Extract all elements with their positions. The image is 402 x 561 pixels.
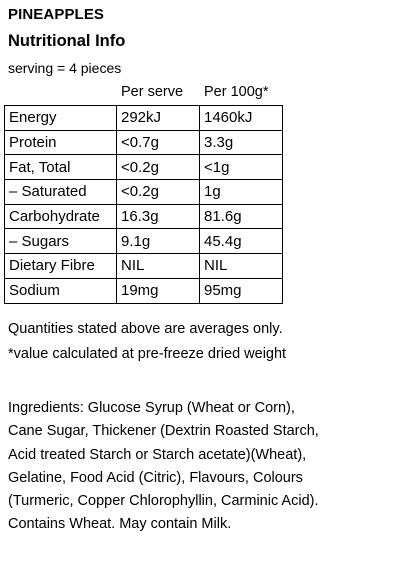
per-serve-value: 292kJ (116, 105, 200, 131)
table-row: Sodium 19mg 95mg (4, 277, 283, 304)
row-label: Sodium (4, 277, 117, 304)
serving-size: serving = 4 pieces (8, 60, 122, 76)
per-100g-value: 95mg (199, 277, 283, 304)
per-100g-value: <1g (199, 154, 283, 181)
per-serve-value: 16.3g (116, 203, 200, 230)
per-100g-value: 45.4g (199, 228, 283, 255)
per-serve-value: <0.2g (116, 154, 200, 181)
averages-note: Quantities stated above are averages onl… (8, 321, 283, 337)
per-100g-value: 3.3g (199, 129, 283, 156)
asterisk-note: *value calculated at pre-freeze dried we… (8, 346, 287, 362)
row-label: Protein (4, 129, 117, 156)
ingredients-line: Ingredients: Glucose Syrup (Wheat or Cor… (8, 400, 295, 416)
nutrition-table: Energy 292kJ 1460kJ Protein <0.7g 3.3g F… (4, 105, 283, 304)
ingredients-line: Acid treated Starch or Starch acetate)(W… (8, 446, 307, 463)
per-100g-value: 1460kJ (199, 105, 283, 131)
product-name: PINEAPPLES (8, 6, 105, 23)
row-label: Fat, Total (4, 154, 117, 181)
section-title: Nutritional Info (8, 32, 126, 50)
table-row: – Saturated <0.2g 1g (4, 179, 283, 205)
table-row: Carbohydrate 16.3g 81.6g (4, 203, 283, 230)
ingredients-line: (Turmeric, Copper Chlorophyllin, Carmini… (8, 493, 319, 510)
table-column-headers: Per serve Per 100g* (4, 84, 286, 104)
table-row: Energy 292kJ 1460kJ (4, 105, 283, 131)
ingredients-text: Ingredients: Glucose Syrup (Wheat or Cor… (8, 397, 396, 537)
column-header-per-100g: Per 100g* (204, 84, 269, 100)
row-label: Energy (4, 105, 117, 131)
row-label: – Saturated (4, 179, 117, 205)
row-label: – Sugars (4, 228, 117, 255)
row-label: Carbohydrate (4, 203, 117, 230)
column-header-per-serve: Per serve (121, 84, 184, 100)
per-serve-value: NIL (116, 253, 200, 279)
ingredients-line: Contains Wheat. May contain Milk. (8, 516, 232, 533)
row-label: Dietary Fibre (4, 253, 117, 279)
table-row: Dietary Fibre NIL NIL (4, 253, 283, 279)
per-serve-value: <0.7g (116, 129, 200, 156)
table-row: – Sugars 9.1g 45.4g (4, 228, 283, 255)
per-100g-value: 1g (199, 179, 283, 205)
per-serve-value: 19mg (116, 277, 200, 304)
per-100g-value: NIL (199, 253, 283, 279)
ingredients-line: Gelatine, Food Acid (Citric), Flavours, … (8, 469, 303, 486)
table-row: Fat, Total <0.2g <1g (4, 154, 283, 181)
ingredients-line: Cane Sugar, Thickener (Dextrin Roasted S… (8, 423, 319, 440)
per-serve-value: <0.2g (116, 179, 200, 205)
table-row: Protein <0.7g 3.3g (4, 129, 283, 156)
per-serve-value: 9.1g (116, 228, 200, 255)
per-100g-value: 81.6g (199, 203, 283, 230)
